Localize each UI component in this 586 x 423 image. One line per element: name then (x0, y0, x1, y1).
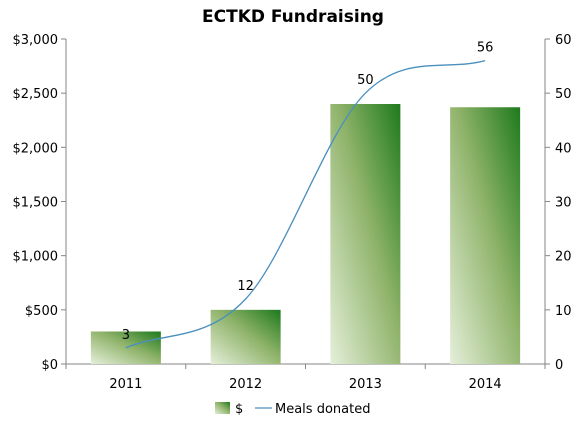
y-right-tick-label: 40 (555, 141, 572, 156)
y-left-tick-label: $1,500 (13, 196, 59, 211)
legend-label-line: Meals donated (275, 402, 370, 417)
bar-2012 (210, 309, 281, 364)
bar-2013 (330, 104, 401, 364)
y-right-tick-label: 10 (555, 304, 572, 319)
y-right-tick-label: 60 (555, 33, 572, 48)
x-tick-label: 2011 (109, 377, 142, 392)
y-left-tick-label: $3,000 (13, 33, 59, 48)
y-left-tick-label: $0 (41, 358, 58, 373)
x-tick-label: 2013 (349, 377, 382, 392)
y-left-tick-label: $2,000 (13, 141, 59, 156)
line-meals-donated (125, 60, 486, 349)
y-left-tick-label: $2,500 (13, 87, 59, 102)
x-tick-label: 2012 (229, 377, 262, 392)
y-right-tick-label: 50 (555, 87, 572, 102)
data-label: 3 (122, 328, 130, 343)
legend: $ Meals donated (215, 402, 370, 417)
y-left-tick-label: $500 (25, 304, 58, 319)
legend-swatch-bar (215, 402, 230, 414)
data-label: 12 (237, 279, 254, 294)
legend-label-bar: $ (235, 402, 243, 417)
y-right-tick-label: 30 (555, 196, 572, 211)
bar-2014 (450, 107, 521, 364)
data-label: 56 (477, 41, 494, 56)
y-left-tick-label: $1,000 (13, 250, 59, 265)
x-tick-label: 2014 (469, 377, 502, 392)
chart-title: ECTKD Fundraising (202, 7, 384, 27)
y-right-tick-label: 0 (555, 358, 563, 373)
data-label: 50 (357, 73, 374, 88)
plot-area: $0 $500 $1,000 $1,500 $2,000 $2,500 $3,000 0 10 2… (13, 33, 572, 417)
y-right-tick-label: 20 (555, 250, 572, 265)
